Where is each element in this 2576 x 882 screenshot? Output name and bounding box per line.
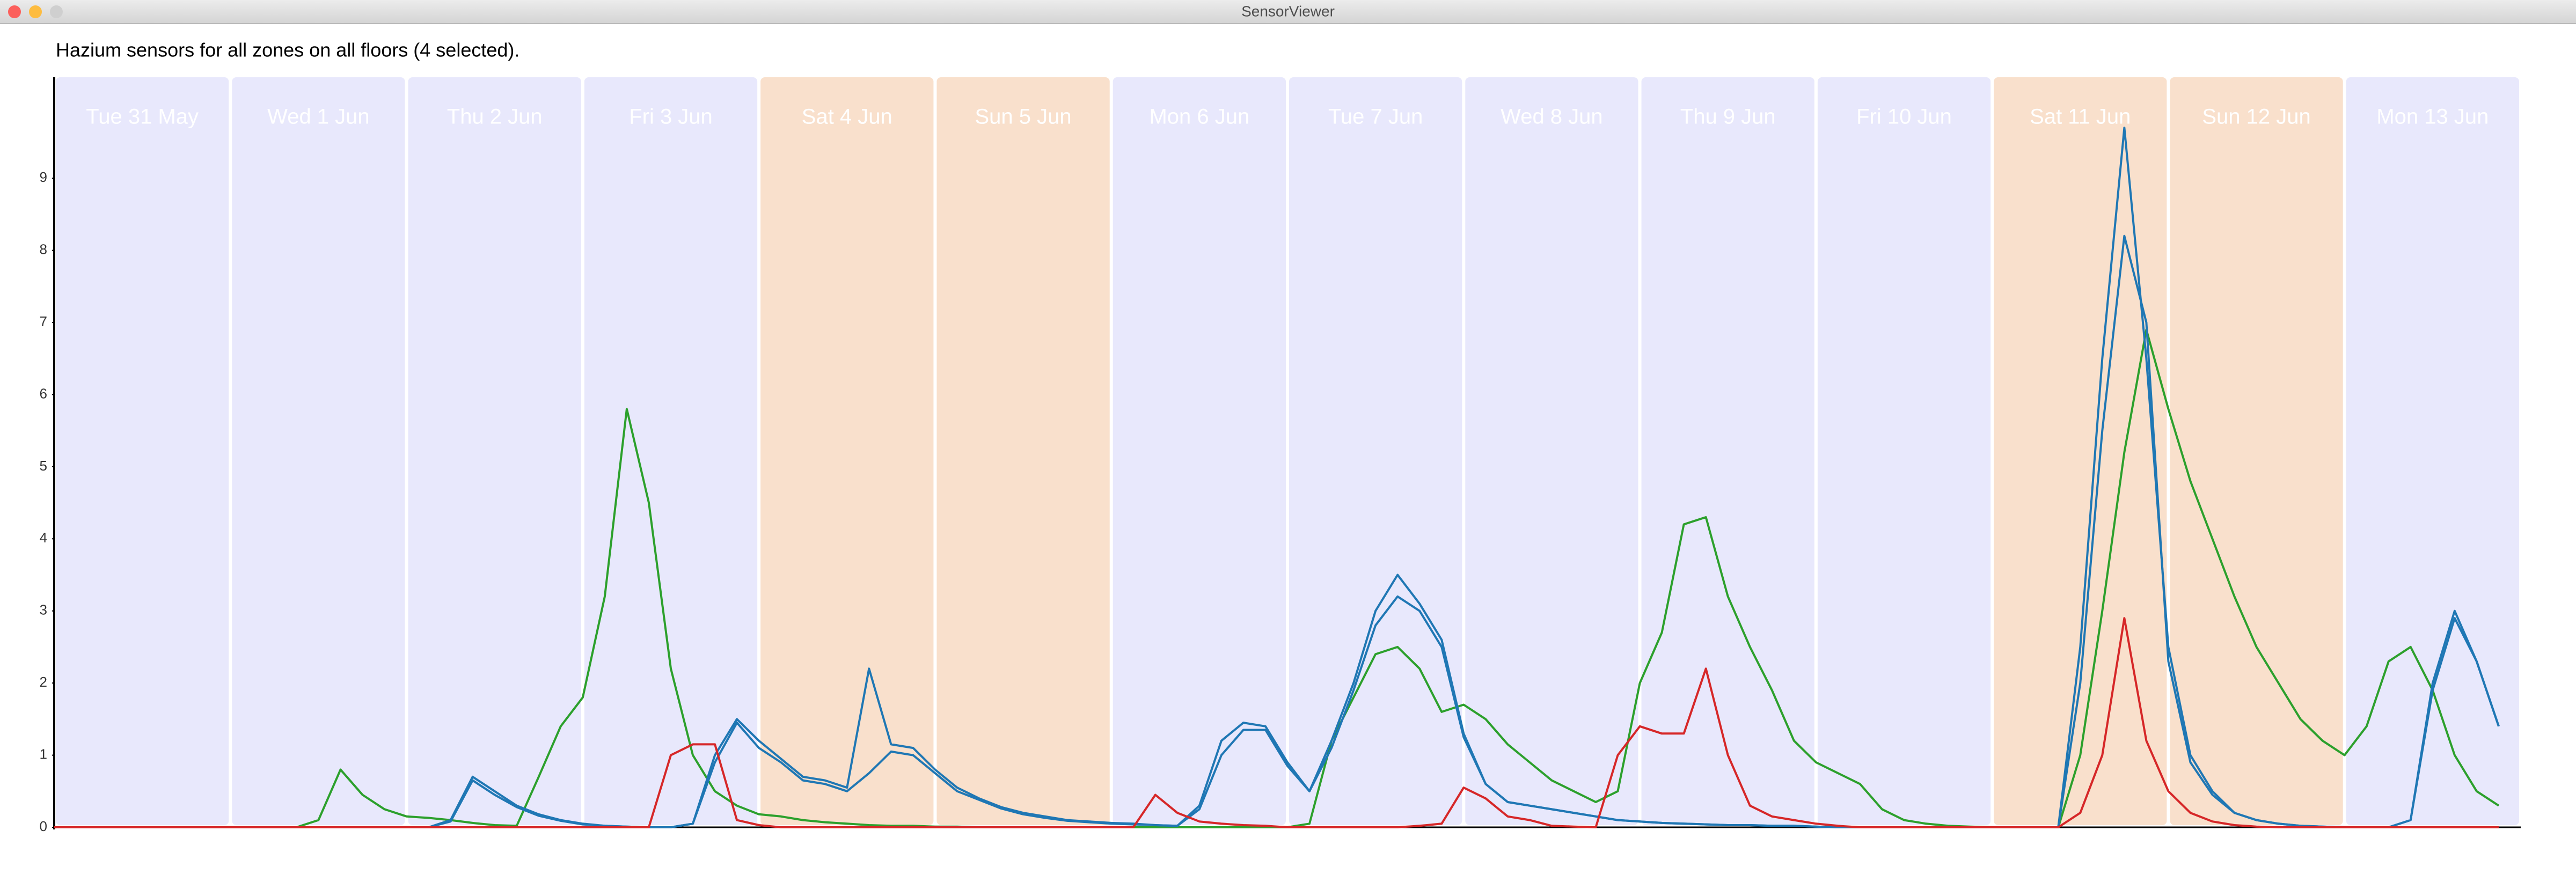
day-label: Sat 4 Jun [802, 105, 892, 129]
day-band [2170, 77, 2343, 825]
y-tick-label: 2 [40, 674, 47, 690]
chart-title: Hazium sensors for all zones on all floo… [56, 39, 519, 61]
y-tick-label: 9 [40, 169, 47, 185]
y-tick-label: 8 [40, 241, 47, 257]
day-label: Mon 13 Jun [2376, 105, 2489, 129]
y-tick-label: 5 [40, 458, 47, 474]
day-band [1641, 77, 1814, 825]
day-label: Thu 9 Jun [1680, 105, 1776, 129]
day-label: Fri 10 Jun [1856, 105, 1952, 129]
day-label: Sun 5 Jun [975, 105, 1072, 129]
day-band [232, 77, 405, 825]
series-line [54, 617, 2499, 828]
y-tick-label: 4 [40, 530, 47, 546]
y-tick-label: 6 [40, 385, 47, 401]
day-band [760, 77, 934, 825]
window-title: SensorViewer [1241, 3, 1335, 19]
day-label: Tue 31 May [86, 105, 199, 129]
zoom-button[interactable] [50, 5, 63, 18]
title-bar [0, 0, 2576, 24]
day-label: Sat 11 Jun [2030, 105, 2131, 129]
day-band [936, 77, 1110, 825]
day-label: Thu 2 Jun [447, 105, 543, 129]
day-band [56, 77, 229, 825]
day-label: Wed 1 Jun [267, 105, 370, 129]
series-line [54, 127, 2500, 828]
plot: Tue 31 May Wed 1 Jun Thu 2 Jun Fri 3 Jun Sat… [40, 77, 2521, 834]
minimize-button[interactable] [29, 5, 42, 18]
day-band [1289, 77, 1462, 825]
day-band [408, 77, 581, 825]
day-band [1994, 77, 2167, 825]
day-label: Mon 6 Jun [1149, 105, 1249, 129]
day-label: Sun 12 Jun [2202, 105, 2310, 129]
y-tick-label: 3 [40, 602, 47, 618]
series-line [54, 234, 2500, 828]
day-label: Wed 8 Jun [1501, 105, 1603, 129]
y-tick-label: 1 [40, 746, 47, 762]
day-band [2346, 77, 2519, 825]
day-band [1817, 77, 1991, 825]
day-label: Tue 7 Jun [1328, 105, 1423, 129]
day-band [1113, 77, 1286, 825]
day-label: Fri 3 Jun [629, 105, 713, 129]
close-button[interactable] [8, 5, 21, 18]
day-band [1465, 77, 1638, 825]
day-band [584, 77, 758, 825]
y-tick-label: 0 [40, 818, 47, 834]
y-tick-label: 7 [40, 313, 47, 329]
